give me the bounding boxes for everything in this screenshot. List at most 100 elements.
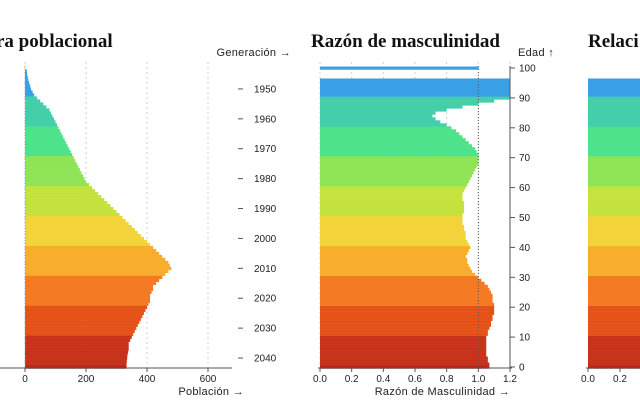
- population-bar: [25, 227, 135, 232]
- y-tick-label: 1950: [254, 84, 277, 95]
- ratio-bar: [320, 156, 479, 160]
- population-bar: [25, 69, 27, 73]
- ratio-bar: [320, 120, 441, 124]
- population-bar: [25, 323, 138, 327]
- ratio-bar: [320, 177, 471, 181]
- relation-bar: [588, 186, 640, 190]
- ratio-bar: [320, 108, 447, 112]
- relation-bar: [588, 183, 640, 187]
- population-bar: [25, 210, 117, 214]
- population-bar: [25, 359, 127, 363]
- relation-bar: [588, 338, 640, 342]
- population-bar: [25, 233, 141, 238]
- population-bar: [25, 347, 129, 351]
- ratio-bar: [320, 216, 463, 220]
- ratio-bar: [320, 242, 469, 247]
- ratio-bar: [320, 135, 463, 139]
- x-tick-label: 600: [200, 374, 217, 385]
- ratio-bar: [320, 311, 495, 315]
- population-bar: [25, 195, 102, 199]
- ratio-bar: [320, 335, 487, 339]
- panel-population-pyramid: 0 200 400 600 1950 1960 1970 1980 1990 2000 2010 20…: [0, 62, 277, 385]
- ratio-bar: [320, 126, 452, 130]
- population-bar: [25, 201, 108, 205]
- ratio-bar: [320, 365, 490, 369]
- relation-bar: [588, 117, 640, 121]
- relation-bar: [588, 281, 640, 286]
- population-bar: [25, 263, 170, 268]
- y-tick-label: 70: [519, 153, 531, 164]
- ratio-bar: [320, 254, 466, 259]
- population-bar: [25, 159, 76, 163]
- relation-bar: [588, 266, 640, 271]
- relation-bar: [588, 156, 640, 160]
- ratio-bar: [320, 186, 466, 190]
- chart-title-population: ra poblacional: [0, 31, 113, 52]
- population-bar: [25, 180, 86, 184]
- y-tick-label: 2010: [254, 264, 277, 275]
- relation-bar: [588, 171, 640, 175]
- y-tick-label: 30: [519, 273, 531, 284]
- relation-bar: [588, 278, 640, 283]
- relation-bar: [588, 123, 640, 127]
- relation-bar: [588, 87, 640, 91]
- ratio-bar: [320, 233, 466, 238]
- relation-bar: [588, 165, 640, 169]
- ratio-bar: [320, 251, 468, 256]
- relation-bar: [588, 302, 640, 306]
- relation-bar: [588, 362, 640, 366]
- ratio-bar: [320, 269, 472, 274]
- ratio-bar: [320, 272, 476, 277]
- x-tick-label: 1.0: [471, 374, 485, 385]
- relation-bar: [588, 323, 640, 327]
- population-bar: [25, 239, 147, 244]
- population-bar: [25, 204, 111, 208]
- ratio-bar: [320, 326, 490, 330]
- relation-bar: [588, 269, 640, 274]
- x-tick-label: 1.2: [503, 374, 517, 385]
- population-bar: [25, 365, 127, 369]
- relation-bar: [588, 224, 640, 229]
- population-bar: [25, 72, 28, 76]
- relation-bar: [588, 347, 640, 351]
- population-bar: [25, 338, 131, 342]
- relation-bar: [588, 177, 640, 181]
- ratio-bar: [320, 227, 465, 232]
- population-bar: [25, 102, 44, 106]
- ratio-bar: [320, 308, 495, 312]
- y-axis-label-age: Edad ↑: [518, 47, 554, 59]
- relation-bar: [588, 227, 640, 232]
- ratio-bar: [320, 78, 510, 82]
- ratio-bar: [320, 320, 491, 324]
- ratio-bar: [320, 323, 491, 327]
- population-bar: [25, 335, 132, 339]
- ratio-bar: [320, 204, 465, 208]
- chart-title-relation: Relaci: [588, 31, 639, 52]
- y-tick-label: 1960: [254, 114, 277, 125]
- ratio-bar: [320, 129, 457, 133]
- population-bar: [25, 114, 53, 118]
- relation-bar: [588, 78, 640, 82]
- ratio-bar: [320, 293, 493, 297]
- relation-bar: [588, 120, 640, 124]
- ratio-bar: [320, 117, 436, 121]
- ratio-bar: [320, 266, 471, 271]
- ratio-bar: [320, 263, 469, 268]
- relation-bar: [588, 90, 640, 94]
- relation-bar: [588, 296, 640, 300]
- population-bar: [25, 87, 32, 91]
- ratio-bar: [320, 347, 487, 351]
- y-tick-label: 100: [519, 64, 536, 75]
- ratio-bar: [320, 159, 479, 163]
- population-bar: [25, 362, 127, 366]
- relation-bar: [588, 150, 640, 154]
- population-bar: [25, 287, 154, 292]
- relation-bar: [588, 290, 640, 294]
- relation-bar: [588, 195, 640, 199]
- relation-bar: [588, 218, 640, 223]
- population-bar: [25, 278, 160, 283]
- ratio-bar: [320, 171, 474, 175]
- ratio-bar: [320, 84, 510, 88]
- population-bar: [25, 207, 114, 211]
- population-bar: [25, 356, 128, 360]
